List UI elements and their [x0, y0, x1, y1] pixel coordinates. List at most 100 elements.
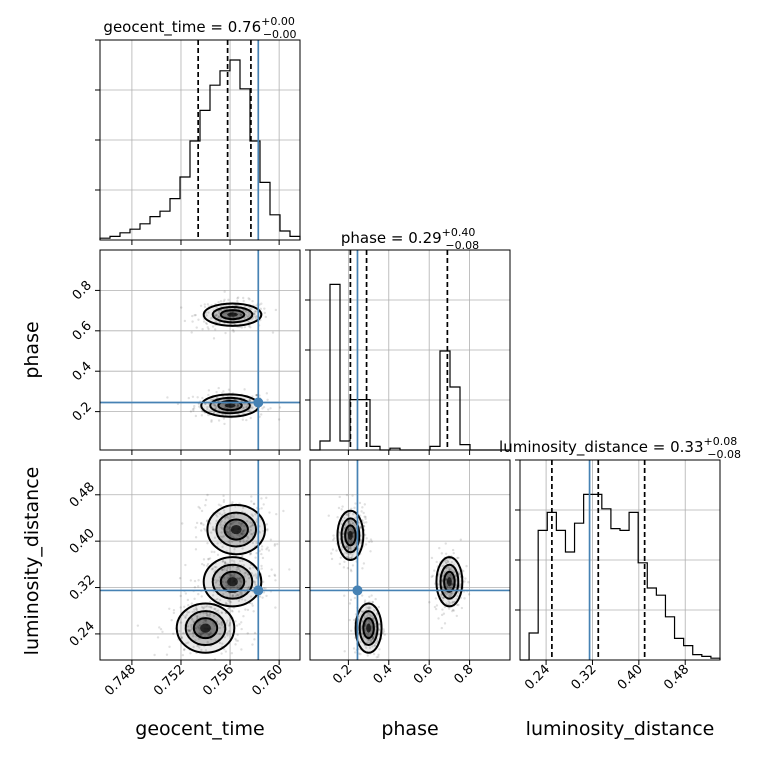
sample-point — [348, 618, 351, 622]
panel-frame — [309, 249, 511, 451]
sample-point — [365, 521, 368, 524]
sample-point — [204, 498, 208, 502]
sample-point — [445, 585, 449, 588]
sample-point — [261, 407, 264, 410]
sample-point — [251, 524, 254, 527]
sample-point — [351, 553, 354, 556]
sample-point — [222, 524, 225, 527]
sample-point — [209, 317, 213, 320]
sample-point — [184, 563, 187, 567]
sample-point — [223, 298, 226, 302]
sample-point — [342, 532, 345, 536]
sample-point — [373, 644, 376, 647]
sample-point — [250, 307, 253, 311]
sample-point — [451, 583, 454, 586]
sample-point — [216, 597, 219, 601]
sample-point — [240, 555, 243, 558]
sample-point — [242, 406, 245, 409]
sample-point — [219, 521, 222, 524]
sample-point — [349, 598, 353, 602]
x-tick-label: 0.4 — [371, 662, 396, 687]
sample-point — [450, 592, 453, 595]
sample-point — [288, 568, 291, 571]
sample-point — [345, 513, 348, 517]
sample-point — [239, 313, 242, 316]
sample-point — [428, 601, 431, 604]
sample-point — [446, 560, 450, 564]
sample-point — [347, 512, 350, 516]
sample-point — [212, 337, 216, 340]
sample-point — [201, 327, 204, 331]
sample-point — [240, 598, 244, 601]
sample-point — [252, 313, 256, 316]
sample-point — [273, 544, 277, 547]
sample-point — [220, 642, 224, 645]
sample-point — [262, 503, 265, 506]
sample-point — [240, 532, 244, 536]
sample-point — [222, 535, 226, 538]
sample-point — [180, 636, 184, 640]
sample-point — [239, 592, 242, 596]
sample-point — [369, 615, 372, 618]
density-contour — [206, 503, 266, 556]
sample-point — [215, 579, 219, 582]
ylabel-luminosity-distance: luminosity_distance — [21, 467, 43, 656]
sample-point — [371, 601, 374, 604]
sample-point — [460, 606, 464, 610]
histogram-phase — [310, 283, 510, 451]
sample-point — [207, 558, 210, 561]
sample-point — [192, 409, 195, 412]
sample-point — [371, 637, 375, 640]
sample-point — [350, 555, 354, 558]
sample-point — [260, 497, 263, 500]
sample-point — [255, 315, 258, 318]
sample-point — [344, 545, 348, 548]
sample-point — [367, 606, 370, 609]
sample-point — [231, 522, 234, 525]
sample-point — [208, 600, 212, 604]
sample-point — [216, 316, 220, 319]
sample-point — [194, 536, 198, 539]
x-tick-label: 0.32 — [568, 662, 599, 693]
sample-point — [348, 553, 351, 556]
sample-point — [229, 600, 233, 604]
sample-point — [240, 591, 243, 594]
sample-point — [226, 562, 230, 566]
sample-point — [378, 623, 381, 626]
sample-point — [202, 320, 206, 323]
sample-point — [200, 522, 203, 525]
sample-point — [200, 562, 204, 566]
sample-point — [349, 546, 352, 550]
sample-point — [233, 591, 237, 594]
sample-point — [230, 559, 234, 562]
sample-point — [363, 503, 367, 506]
sample-point — [457, 571, 461, 574]
sample-point — [335, 549, 338, 552]
sample-point — [368, 600, 371, 604]
sample-point — [254, 573, 257, 576]
histogram-luminosity_distance — [520, 493, 721, 661]
sample-point — [242, 564, 246, 567]
x-tick-label: 0.752 — [151, 662, 188, 699]
sample-point — [249, 567, 252, 571]
sample-point — [208, 633, 212, 637]
sample-point — [226, 576, 230, 580]
sample-point — [341, 519, 344, 522]
density-fill — [446, 577, 452, 587]
sample-point — [221, 535, 224, 539]
sample-point — [196, 396, 199, 399]
sample-point — [205, 519, 209, 523]
sample-point — [274, 308, 278, 312]
sample-point — [226, 619, 229, 622]
sample-point — [440, 594, 444, 597]
density-contour — [209, 396, 251, 415]
truth-marker — [352, 585, 363, 596]
sample-point — [252, 566, 255, 569]
sample-point — [243, 316, 246, 319]
sample-point — [371, 637, 375, 640]
sample-point — [347, 540, 350, 544]
density-fill — [200, 623, 211, 633]
sample-point — [227, 624, 231, 627]
sample-point — [230, 574, 233, 578]
sample-point — [179, 621, 183, 624]
